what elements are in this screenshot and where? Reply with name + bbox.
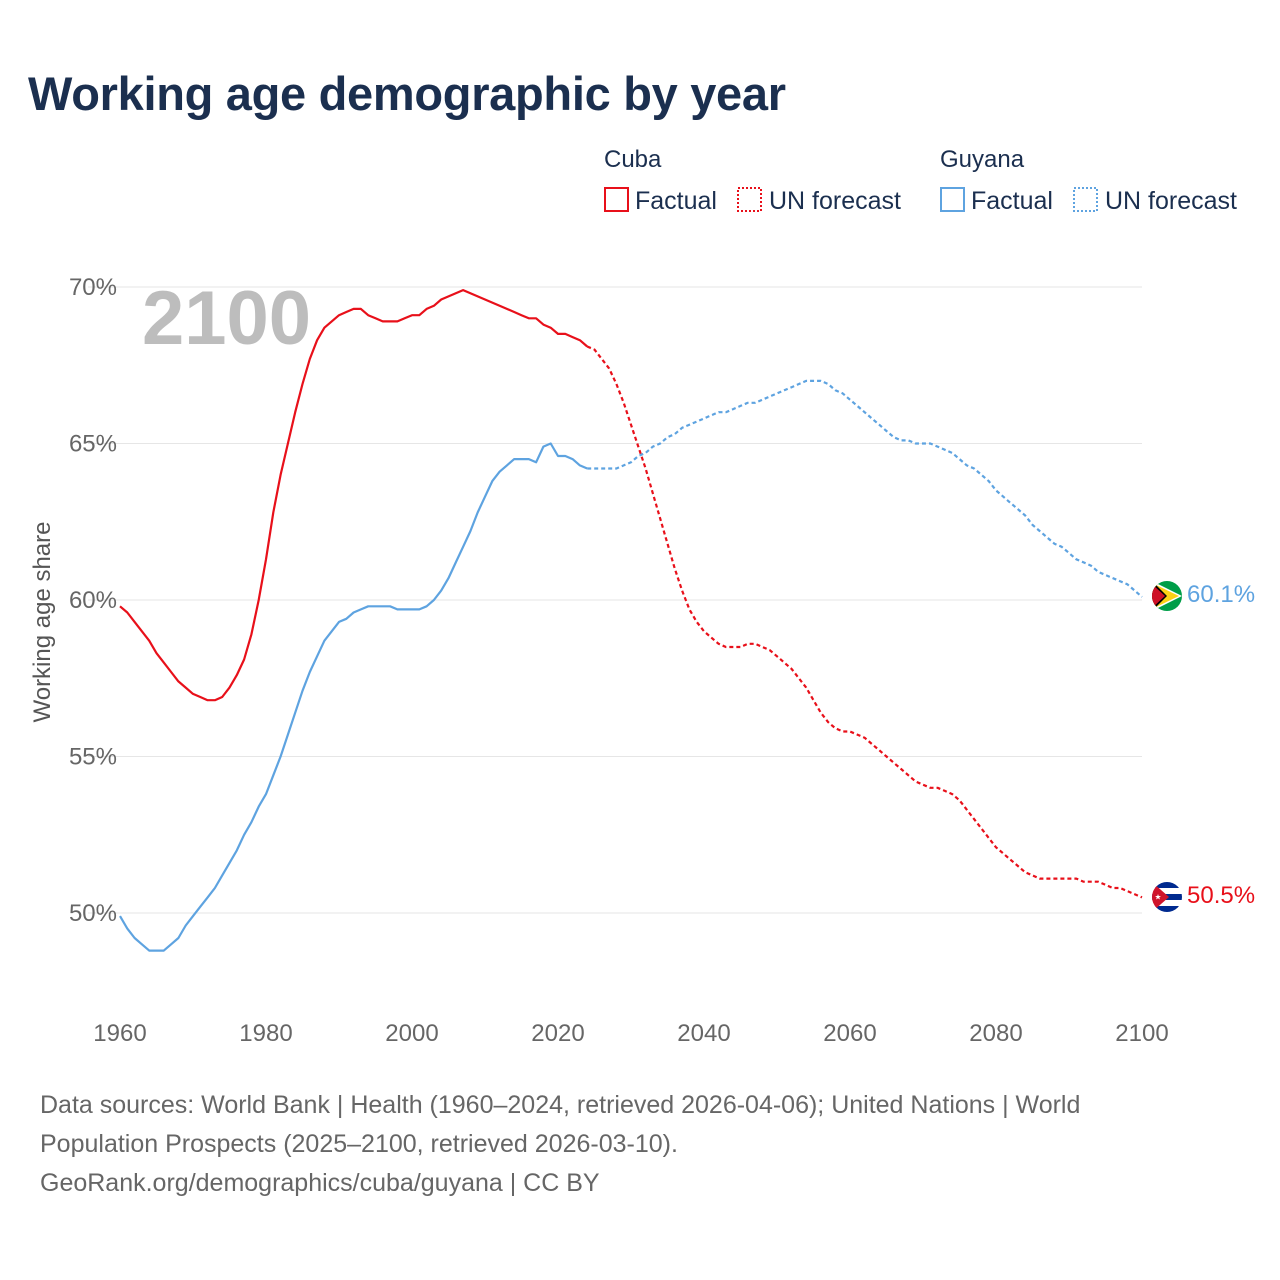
legend-swatch-guyana-forecast [1073, 187, 1098, 212]
guyana-forecast-line [587, 379, 1143, 598]
x-axis-ticks: 1960 1980 2000 2020 2040 2060 2080 2100 [93, 1020, 1168, 1047]
footer: Data sources: World Bank | Health (1960–… [40, 1086, 1180, 1203]
legend-group-cuba: Cuba [604, 146, 662, 173]
data-sources: Data sources: World Bank | Health (1960–… [40, 1091, 1081, 1158]
y-axis-ticks: 50% 55% 60% 65% 70% [69, 274, 117, 927]
y-tick-label: 50% [69, 900, 117, 927]
x-tick-label: 2060 [823, 1020, 876, 1047]
cuba-forecast-line [586, 345, 1143, 899]
x-tick-label: 2000 [385, 1020, 438, 1047]
legend-swatch-cuba-forecast [737, 187, 762, 212]
year-watermark: 2100 [142, 276, 311, 361]
y-tick-label: 65% [69, 431, 117, 458]
legend-swatch-guyana-factual [940, 187, 965, 212]
cuba-flag-icon [1152, 882, 1182, 912]
legend-swatch-cuba-factual [604, 187, 629, 212]
y-tick-label: 55% [69, 744, 117, 771]
x-tick-label: 2100 [1115, 1020, 1168, 1047]
legend-group-guyana: Guyana [940, 146, 1025, 173]
line-chart: Cuba Factual UN forecast Guyana Factual … [29, 146, 1255, 1047]
x-tick-label: 1960 [93, 1020, 146, 1047]
legend-label-cuba-forecast: UN forecast [769, 187, 901, 215]
cuba-end-label: 50.5% [1187, 882, 1255, 909]
grid [88, 286, 1142, 914]
y-tick-label: 60% [69, 587, 117, 614]
x-tick-label: 2040 [677, 1020, 730, 1047]
series [119, 289, 1143, 952]
legend-label-guyana-forecast: UN forecast [1105, 187, 1237, 215]
cuba-factual-line [119, 289, 588, 702]
guyana-end-label: 60.1% [1187, 581, 1255, 608]
guyana-flag-icon [1152, 581, 1182, 611]
legend-label-guyana-factual: Factual [971, 187, 1053, 215]
y-axis-label: Working age share [29, 522, 56, 723]
x-tick-label: 2020 [531, 1020, 584, 1047]
x-tick-label: 1980 [239, 1020, 292, 1047]
x-tick-label: 2080 [969, 1020, 1022, 1047]
y-tick-label: 70% [69, 274, 117, 301]
credit-link[interactable]: GeoRank.org/demographics/cuba/guyana | C… [40, 1169, 600, 1197]
guyana-factual-line [119, 442, 588, 952]
legend-label-cuba-factual: Factual [635, 187, 717, 215]
chart-title: Working age demographic by year [28, 67, 786, 120]
legend: Cuba Factual UN forecast Guyana Factual … [604, 146, 1237, 215]
